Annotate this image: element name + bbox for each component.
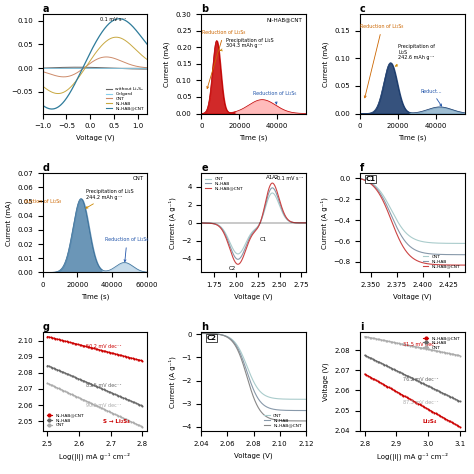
Text: 87.3 mV dec⁻¹: 87.3 mV dec⁻¹ (403, 400, 439, 405)
Text: Precipitation of Li₂S
304.3 mAh g⁻¹: Precipitation of Li₂S 304.3 mAh g⁻¹ (220, 37, 273, 51)
Text: Reduction of Li₂S₆: Reduction of Li₂S₆ (105, 237, 149, 262)
Text: 90.1 mV dec⁻¹: 90.1 mV dec⁻¹ (86, 402, 121, 408)
Text: C2: C2 (207, 335, 217, 341)
Text: Reduct...: Reduct... (421, 89, 442, 106)
Text: 31.5 mV dec⁻¹: 31.5 mV dec⁻¹ (403, 342, 439, 347)
Text: A1: A1 (266, 175, 273, 181)
Text: b: b (201, 4, 209, 14)
Text: g: g (43, 322, 50, 332)
Text: CNT: CNT (133, 176, 144, 181)
Text: Reduction of Li₂S₈: Reduction of Li₂S₈ (202, 30, 246, 89)
Legend: CNT, Ni-HAB, Ni-HAB@CNT: CNT, Ni-HAB, Ni-HAB@CNT (263, 412, 303, 429)
Text: Precipitation of Li₂S
244.2 mAh g⁻¹: Precipitation of Li₂S 244.2 mAh g⁻¹ (86, 189, 134, 208)
Text: 76.2 mV dec⁻¹: 76.2 mV dec⁻¹ (403, 377, 439, 382)
Text: 0.1 mV s⁻¹: 0.1 mV s⁻¹ (277, 176, 303, 181)
Y-axis label: Current (mA): Current (mA) (323, 41, 329, 87)
Text: 50.2 mV dec⁻¹: 50.2 mV dec⁻¹ (86, 344, 121, 349)
Y-axis label: Current (A g⁻¹): Current (A g⁻¹) (168, 197, 176, 249)
Y-axis label: Current (A g⁻¹): Current (A g⁻¹) (320, 197, 328, 249)
Text: Ni-HAB@CNT: Ni-HAB@CNT (267, 17, 303, 22)
Legend: CNT, Ni-HAB, Ni-HAB@CNT: CNT, Ni-HAB, Ni-HAB@CNT (421, 253, 462, 270)
Text: e: e (201, 163, 208, 173)
Text: S → Li₂S₄: S → Li₂S₄ (103, 419, 130, 424)
Y-axis label: Current (mA): Current (mA) (5, 200, 12, 246)
Y-axis label: Current (A g⁻¹): Current (A g⁻¹) (168, 356, 176, 408)
Text: c: c (360, 4, 366, 14)
X-axis label: Time (s): Time (s) (81, 294, 109, 300)
Text: a: a (43, 4, 49, 14)
Text: C2: C2 (229, 266, 237, 271)
Y-axis label: Voltage (V): Voltage (V) (323, 362, 329, 401)
Text: Reduction of Li₂S₈: Reduction of Li₂S₈ (361, 24, 404, 98)
Legend: Ni-HAB@CNT, Ni-HAB, CNT: Ni-HAB@CNT, Ni-HAB, CNT (45, 412, 86, 429)
Text: C1: C1 (260, 237, 267, 242)
Text: A2: A2 (272, 175, 279, 181)
Text: i: i (360, 322, 364, 332)
Text: d: d (43, 163, 50, 173)
Text: f: f (360, 163, 365, 173)
X-axis label: Time (s): Time (s) (398, 135, 427, 141)
X-axis label: Voltage (V): Voltage (V) (393, 294, 432, 300)
X-axis label: Log(|i|) mA g⁻¹ cm⁻²: Log(|i|) mA g⁻¹ cm⁻² (59, 453, 130, 461)
X-axis label: Time (s): Time (s) (239, 135, 268, 141)
Legend: CNT, Ni-HAB, Ni-HAB@CNT: CNT, Ni-HAB, Ni-HAB@CNT (204, 175, 245, 192)
X-axis label: Voltage (V): Voltage (V) (234, 453, 273, 459)
X-axis label: Voltage (V): Voltage (V) (75, 135, 114, 141)
Legend: without Li₂S₈, Celgard, CNT, Ni-HAB, Ni-HAB@CNT: without Li₂S₈, Celgard, CNT, Ni-HAB, Ni-… (106, 86, 145, 111)
Text: C1: C1 (365, 176, 375, 182)
Text: Li₂S₄: Li₂S₄ (423, 419, 437, 424)
Text: 0.1 mV s⁻¹: 0.1 mV s⁻¹ (100, 17, 126, 22)
Text: Reduction of Li₂S₆: Reduction of Li₂S₆ (253, 91, 296, 104)
Text: h: h (201, 322, 209, 332)
Legend: Ni-HAB@CNT, Ni-HAB, CNT: Ni-HAB@CNT, Ni-HAB, CNT (421, 334, 462, 351)
Text: 83.5 mV dec⁻¹: 83.5 mV dec⁻¹ (86, 383, 121, 388)
Text: Precipitation of
Li₂S
242.6 mAh g⁻¹: Precipitation of Li₂S 242.6 mAh g⁻¹ (395, 44, 435, 66)
X-axis label: Voltage (V): Voltage (V) (234, 294, 273, 300)
Text: duction of Li₂S₈: duction of Li₂S₈ (24, 199, 61, 204)
X-axis label: Log(|i|) mA g⁻¹ cm⁻²: Log(|i|) mA g⁻¹ cm⁻² (377, 453, 448, 461)
Y-axis label: Current (mA): Current (mA) (164, 41, 170, 87)
